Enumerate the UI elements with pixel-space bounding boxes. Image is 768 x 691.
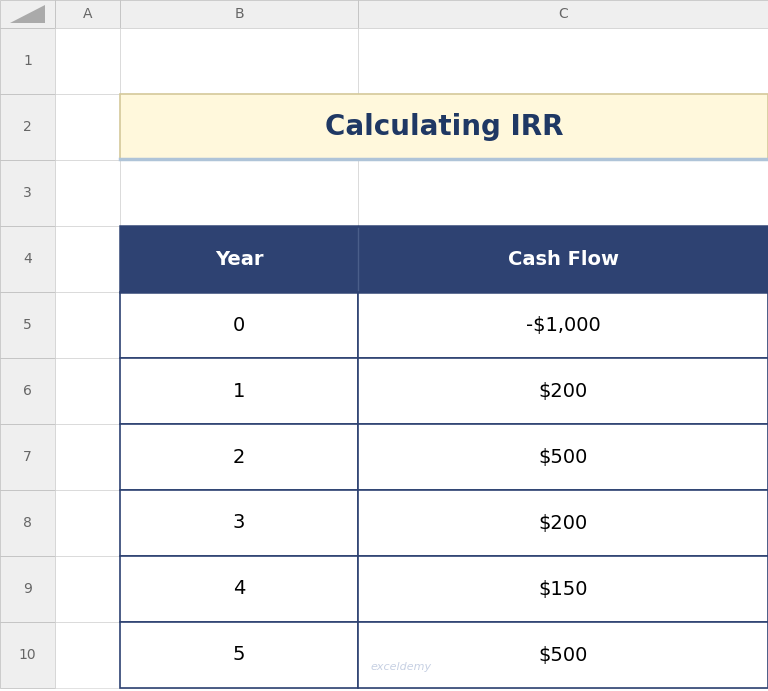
- Bar: [358, 622, 768, 688]
- Text: 8: 8: [23, 516, 32, 530]
- Bar: [120, 94, 358, 160]
- Text: B: B: [234, 7, 243, 21]
- Bar: [0, 556, 55, 622]
- Bar: [358, 556, 768, 622]
- Text: 3: 3: [23, 186, 32, 200]
- Bar: [55, 490, 120, 556]
- Bar: [0, 622, 55, 688]
- Bar: [0, 28, 55, 94]
- Polygon shape: [10, 5, 45, 23]
- Text: 5: 5: [23, 318, 32, 332]
- Bar: [0, 424, 55, 490]
- Text: 7: 7: [23, 450, 32, 464]
- Bar: [55, 226, 120, 292]
- Bar: [120, 622, 358, 688]
- Bar: [120, 622, 358, 688]
- Text: 1: 1: [23, 54, 32, 68]
- Bar: [0, 490, 55, 556]
- Bar: [120, 226, 358, 292]
- Bar: [120, 226, 768, 292]
- Text: $200: $200: [538, 513, 588, 533]
- Bar: [358, 490, 768, 556]
- Text: exceldemy: exceldemy: [370, 662, 431, 672]
- Bar: [358, 160, 768, 226]
- Bar: [55, 622, 120, 688]
- Bar: [120, 292, 358, 358]
- Text: 9: 9: [23, 582, 32, 596]
- Bar: [0, 226, 55, 292]
- Bar: [55, 28, 120, 94]
- Bar: [120, 160, 358, 226]
- Bar: [358, 424, 768, 490]
- Bar: [120, 94, 768, 160]
- Text: Cash Flow: Cash Flow: [508, 249, 618, 269]
- Bar: [120, 556, 358, 622]
- Text: -$1,000: -$1,000: [525, 316, 601, 334]
- Bar: [55, 424, 120, 490]
- Bar: [120, 358, 358, 424]
- Bar: [120, 226, 768, 292]
- Bar: [0, 358, 55, 424]
- Bar: [358, 28, 768, 94]
- Bar: [0, 0, 55, 28]
- Text: 2: 2: [233, 448, 245, 466]
- Bar: [358, 358, 768, 424]
- Text: C: C: [558, 7, 568, 21]
- Bar: [358, 292, 768, 358]
- Text: 3: 3: [233, 513, 245, 533]
- Bar: [55, 94, 120, 160]
- Bar: [0, 94, 55, 160]
- Bar: [55, 0, 120, 28]
- Text: A: A: [83, 7, 92, 21]
- Bar: [120, 28, 358, 94]
- Text: 0: 0: [233, 316, 245, 334]
- Bar: [55, 292, 120, 358]
- Bar: [358, 0, 768, 28]
- Bar: [358, 622, 768, 688]
- Bar: [120, 0, 358, 28]
- Text: Year: Year: [215, 249, 263, 269]
- Text: $500: $500: [538, 645, 588, 665]
- Bar: [358, 424, 768, 490]
- Text: 1: 1: [233, 381, 245, 401]
- Text: 2: 2: [23, 120, 32, 134]
- Text: 5: 5: [233, 645, 245, 665]
- Bar: [358, 358, 768, 424]
- Bar: [120, 424, 358, 490]
- Bar: [358, 94, 768, 160]
- Bar: [55, 556, 120, 622]
- Bar: [120, 556, 358, 622]
- Bar: [55, 160, 120, 226]
- Text: $500: $500: [538, 448, 588, 466]
- Bar: [358, 490, 768, 556]
- Bar: [120, 424, 358, 490]
- Bar: [0, 160, 55, 226]
- Bar: [120, 292, 358, 358]
- Text: 4: 4: [23, 252, 32, 266]
- Bar: [358, 292, 768, 358]
- Text: 6: 6: [23, 384, 32, 398]
- Bar: [358, 556, 768, 622]
- Text: $200: $200: [538, 381, 588, 401]
- Bar: [120, 490, 358, 556]
- Text: 4: 4: [233, 580, 245, 598]
- Bar: [358, 226, 768, 292]
- Bar: [120, 490, 358, 556]
- Text: $150: $150: [538, 580, 588, 598]
- Bar: [120, 358, 358, 424]
- Bar: [0, 292, 55, 358]
- Bar: [55, 358, 120, 424]
- Text: Calculating IRR: Calculating IRR: [325, 113, 563, 141]
- Text: 10: 10: [18, 648, 36, 662]
